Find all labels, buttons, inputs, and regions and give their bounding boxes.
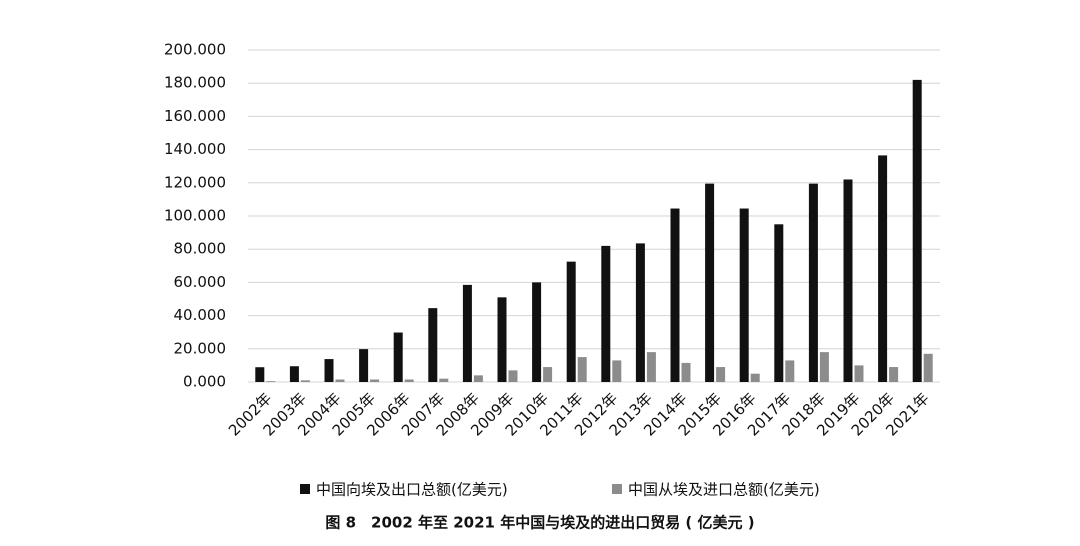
bar bbox=[681, 362, 691, 382]
bar bbox=[750, 373, 760, 382]
y-tick-label: 160.000 bbox=[164, 107, 226, 125]
bar bbox=[370, 379, 380, 382]
legend-swatch bbox=[300, 484, 310, 494]
bar bbox=[785, 360, 795, 382]
bar bbox=[324, 359, 334, 382]
bar bbox=[359, 349, 369, 382]
bar bbox=[912, 79, 922, 382]
y-tick-label: 80.000 bbox=[174, 240, 227, 258]
bar bbox=[289, 366, 299, 382]
bar bbox=[705, 183, 715, 382]
bar bbox=[601, 245, 611, 382]
y-tick-label: 40.000 bbox=[174, 306, 227, 324]
bar bbox=[508, 370, 518, 382]
y-tick-label: 200.000 bbox=[164, 41, 226, 59]
bar bbox=[577, 357, 587, 382]
bar bbox=[393, 332, 403, 382]
chart-caption: 图 8 2002 年至 2021 年中国与埃及的进出口贸易 ( 亿美元 ) bbox=[325, 514, 754, 532]
bar bbox=[532, 282, 542, 382]
bar bbox=[566, 261, 576, 382]
y-tick-label: 60.000 bbox=[174, 273, 227, 291]
bar bbox=[266, 381, 276, 382]
y-tick-label: 20.000 bbox=[174, 339, 227, 357]
y-tick-label: 180.000 bbox=[164, 74, 226, 92]
bar bbox=[774, 224, 784, 382]
bar bbox=[646, 352, 656, 382]
bar bbox=[716, 367, 726, 382]
bar bbox=[439, 378, 449, 382]
bar bbox=[612, 360, 622, 382]
bar bbox=[670, 208, 680, 382]
bar bbox=[462, 284, 472, 382]
y-tick-label: 140.000 bbox=[164, 140, 226, 158]
bar bbox=[543, 367, 553, 382]
bar bbox=[854, 365, 864, 382]
bar bbox=[808, 183, 818, 382]
bar bbox=[739, 208, 749, 382]
bar bbox=[300, 380, 310, 382]
bar bbox=[497, 297, 507, 382]
bar bbox=[878, 155, 888, 382]
bar bbox=[635, 243, 645, 382]
bar bbox=[819, 352, 829, 382]
y-tick-label: 0.000 bbox=[183, 373, 226, 391]
legend-label: 中国向埃及出口总额(亿美元) bbox=[316, 481, 508, 499]
legend-label: 中国从埃及进口总额(亿美元) bbox=[628, 481, 820, 499]
bar bbox=[404, 379, 414, 382]
bar bbox=[473, 375, 483, 382]
y-tick-label: 100.000 bbox=[164, 207, 226, 225]
bar bbox=[843, 179, 853, 382]
legend-swatch bbox=[612, 484, 622, 494]
bar bbox=[889, 367, 899, 382]
bar bbox=[255, 367, 265, 382]
bar bbox=[335, 379, 345, 382]
bar bbox=[428, 308, 438, 382]
bar bbox=[923, 353, 933, 382]
y-tick-label: 120.000 bbox=[164, 173, 226, 191]
